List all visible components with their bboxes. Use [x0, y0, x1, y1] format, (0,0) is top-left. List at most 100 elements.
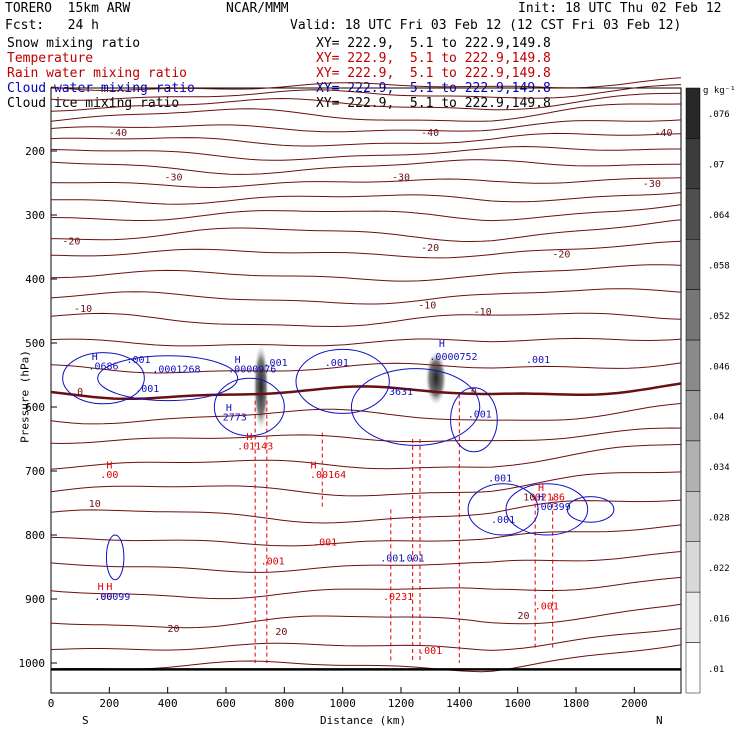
y-tick-label: 200	[25, 145, 45, 158]
temperature-label: 20	[167, 624, 179, 635]
rain-label: H	[106, 582, 112, 593]
temperature-label: 0	[77, 387, 83, 398]
temperature-contour	[51, 192, 682, 205]
forecast-hour: Fcst: 24 h	[5, 18, 99, 33]
colorbar-swatch	[685, 642, 701, 694]
colorbar-tick-label: .07	[708, 161, 724, 171]
temperature-contour	[50, 443, 682, 470]
cloud-water-contour	[566, 496, 615, 523]
temperature-label: -30	[643, 179, 661, 190]
field-temp-name: Temperature	[7, 51, 94, 66]
y-tick-label: 800	[25, 529, 45, 542]
cloud-water-label: .001	[325, 358, 349, 369]
colorbar-tick-label: .064	[708, 211, 730, 221]
temperature-label: -40	[109, 128, 127, 139]
field-rain-xy: XY= 222.9, 5.1 to 222.9,149.8	[316, 66, 551, 81]
init-time: Init: 18 UTC Thu 02 Feb 12	[518, 1, 722, 16]
cloud-water-label: H	[538, 493, 544, 504]
temperature-label: -10	[474, 307, 492, 318]
x-tick-label: 1600	[504, 697, 531, 710]
colorbar-swatch	[685, 87, 701, 139]
cloud-water-label: H	[235, 355, 241, 366]
temperature-contour	[50, 499, 682, 524]
rain-label: H	[310, 461, 316, 472]
cloud-water-contour	[450, 387, 498, 453]
temperature-contour	[50, 312, 682, 328]
rain-label: .0231	[383, 592, 413, 603]
x-tick-label: 1400	[446, 697, 473, 710]
rain-label: .00	[100, 470, 118, 481]
temperature-contour	[50, 132, 682, 147]
temperature-contour	[50, 84, 682, 101]
colorbar-tick-label: .076	[708, 110, 730, 120]
temperature-contour	[50, 471, 682, 497]
x-tick-label: 800	[274, 697, 294, 710]
temperature-label: -30	[164, 173, 182, 184]
colorbar-tick-label: .01	[708, 665, 724, 675]
x-tick-label: 1200	[388, 697, 415, 710]
temperature-contour	[50, 77, 682, 92]
cloud-water-label: .001	[468, 409, 492, 420]
temperature-contour	[50, 628, 682, 651]
temperature-contour	[50, 177, 682, 189]
y-tick-label: 600	[25, 401, 45, 414]
temperature-label: -30	[392, 173, 410, 184]
temperature-contour	[50, 103, 682, 122]
colorbar-swatch	[685, 289, 701, 341]
rain-label: .001	[313, 537, 337, 548]
temperature-contour	[50, 145, 681, 161]
rain-label: .001	[535, 601, 559, 612]
y-tick-label: 900	[25, 593, 45, 606]
colorbar-tick-label: .016	[708, 614, 730, 624]
temperature-label: -20	[552, 249, 570, 260]
cloud-water-label: .001	[126, 355, 150, 366]
temperature-contour	[50, 159, 681, 175]
org-label: NCAR/MMM	[226, 1, 289, 16]
cloud-water-contour	[295, 348, 390, 414]
rain-label: H	[98, 582, 104, 593]
rain-label: .00	[94, 592, 112, 603]
field-snow-name: Snow mixing ratio	[7, 36, 141, 51]
x-axis-label: Distance (km)	[320, 714, 407, 727]
temperature-label: 0	[471, 387, 477, 398]
colorbar-swatch	[685, 339, 701, 391]
temperature-contour	[50, 240, 682, 259]
x-tick-label: 2000	[621, 697, 648, 710]
temperature-contour	[50, 337, 682, 347]
temperature-contour	[50, 427, 682, 445]
x-tick-label: 600	[216, 697, 236, 710]
cloud-water-label: .0001268	[152, 365, 200, 376]
temperature-label: -40	[421, 128, 439, 139]
temperature-label: -10	[74, 304, 92, 315]
cloud-water-label: H	[439, 339, 445, 350]
colorbar-swatch	[685, 138, 701, 190]
temperature-label: -10	[418, 301, 436, 312]
cloud-water-label: .001	[264, 358, 288, 369]
cloud-water-contour	[505, 483, 589, 536]
temperature-label: -20	[62, 237, 80, 248]
temperature-contour	[50, 264, 682, 282]
temperature-contour	[50, 524, 682, 547]
colorbar-tick-label: .022	[708, 564, 730, 574]
cloud-water-label: .00099	[94, 592, 130, 603]
y-tick-label: 300	[25, 209, 45, 222]
cloud-water-label: .001	[135, 384, 159, 395]
cloud-water-label: .0686	[88, 361, 118, 372]
temperature-label: 10	[89, 499, 101, 510]
colorbar-tick-label: .058	[708, 261, 730, 271]
rain-label: .01143	[237, 441, 273, 452]
temperature-contour	[50, 92, 682, 112]
field-snow-xy: XY= 222.9, 5.1 to 222.9,149.8	[316, 36, 551, 51]
rain-label: .02186	[529, 493, 565, 504]
cloud-water-label: H	[92, 352, 98, 363]
temperature-contour	[50, 576, 682, 600]
north-endpoint: N	[656, 714, 663, 727]
temperature-contour	[50, 551, 682, 573]
cloud-water-label: .001	[380, 553, 404, 564]
snow-maximum	[253, 341, 269, 432]
rain-label: .00164	[310, 470, 346, 481]
temperature-contour	[50, 403, 682, 425]
y-axis-label: Pressure (hPa)	[18, 350, 32, 443]
temperature-contour	[50, 644, 682, 673]
